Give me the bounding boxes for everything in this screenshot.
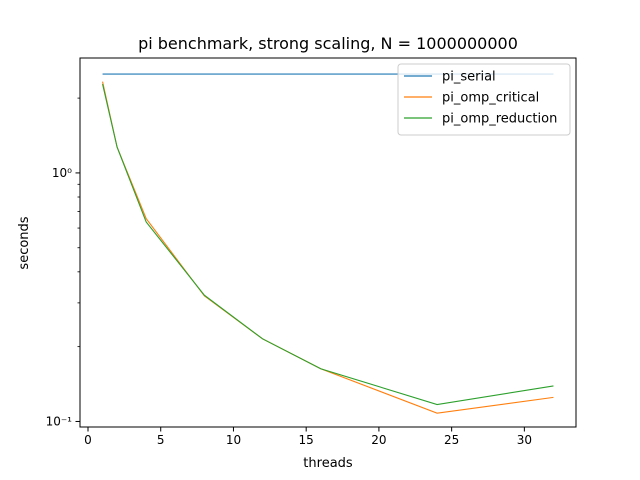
x-tick-label: 0: [84, 433, 92, 447]
y-axis-label: seconds: [17, 216, 32, 269]
legend-label-pi_omp_critical: pi_omp_critical: [442, 91, 539, 106]
legend-label-pi_omp_reduction: pi_omp_reduction: [442, 112, 557, 127]
legend: pi_serial pi_omp_critical pi_omp_reduction: [397, 63, 571, 136]
x-tick-label: 25: [444, 433, 459, 447]
chart-title: pi benchmark, strong scaling, N = 100000…: [138, 34, 518, 53]
y-tick-label: 10⁻¹: [46, 414, 73, 428]
x-axis: 0 5 10 15 20 25 30: [84, 427, 532, 447]
x-axis-label: threads: [303, 456, 353, 471]
y-tick-label: 10⁰: [52, 166, 72, 180]
x-tick-label: 15: [299, 433, 314, 447]
plot-frame: [79, 57, 577, 428]
series-line-pi_omp_reduction: [102, 83, 554, 406]
legend-box: [397, 63, 571, 136]
x-tick-label: 30: [517, 433, 532, 447]
y-axis: 10⁻¹ 10⁰: [46, 97, 80, 428]
x-tick-label: 5: [157, 433, 165, 447]
legend-label-pi_serial: pi_serial: [442, 70, 496, 85]
x-tick-label: 10: [226, 433, 241, 447]
x-tick-label: 20: [371, 433, 386, 447]
